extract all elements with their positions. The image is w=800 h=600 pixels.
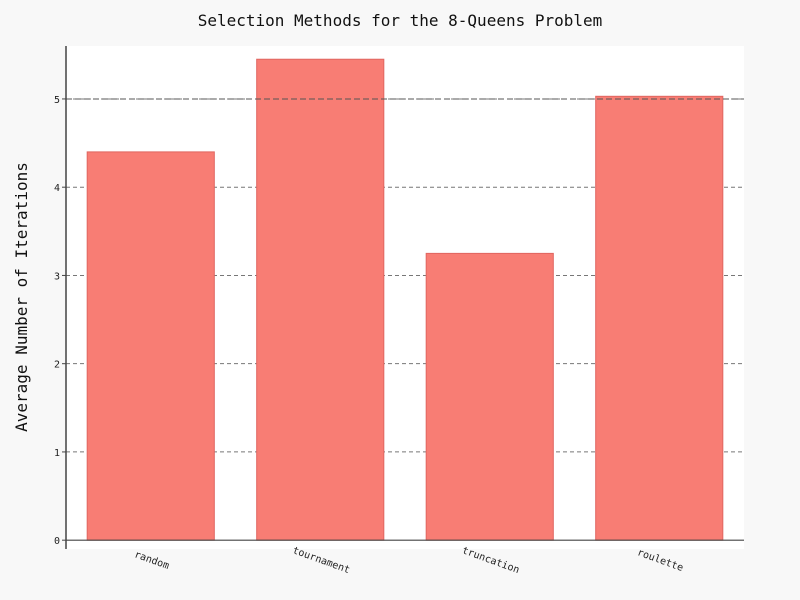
bar-truncation [425, 252, 554, 541]
y-tick-label: 1 [54, 448, 60, 459]
bar-tournament [256, 58, 385, 541]
y-axis-label: Average Number of Iterations [12, 162, 31, 432]
y-tick-label: 5 [54, 95, 60, 106]
y-tick-label: 3 [54, 271, 60, 282]
y-tick-label: 0 [54, 536, 60, 547]
bar-random [86, 151, 215, 541]
bars [66, 58, 744, 541]
chart-title: Selection Methods for the 8-Queens Probl… [198, 11, 603, 30]
axes [62, 46, 744, 549]
y-tick-labels: 0 1 2 3 4 5 [54, 95, 60, 547]
y-tick-label: 4 [54, 183, 60, 194]
y-tick-label: 2 [54, 360, 60, 371]
bar-roulette [595, 95, 724, 541]
